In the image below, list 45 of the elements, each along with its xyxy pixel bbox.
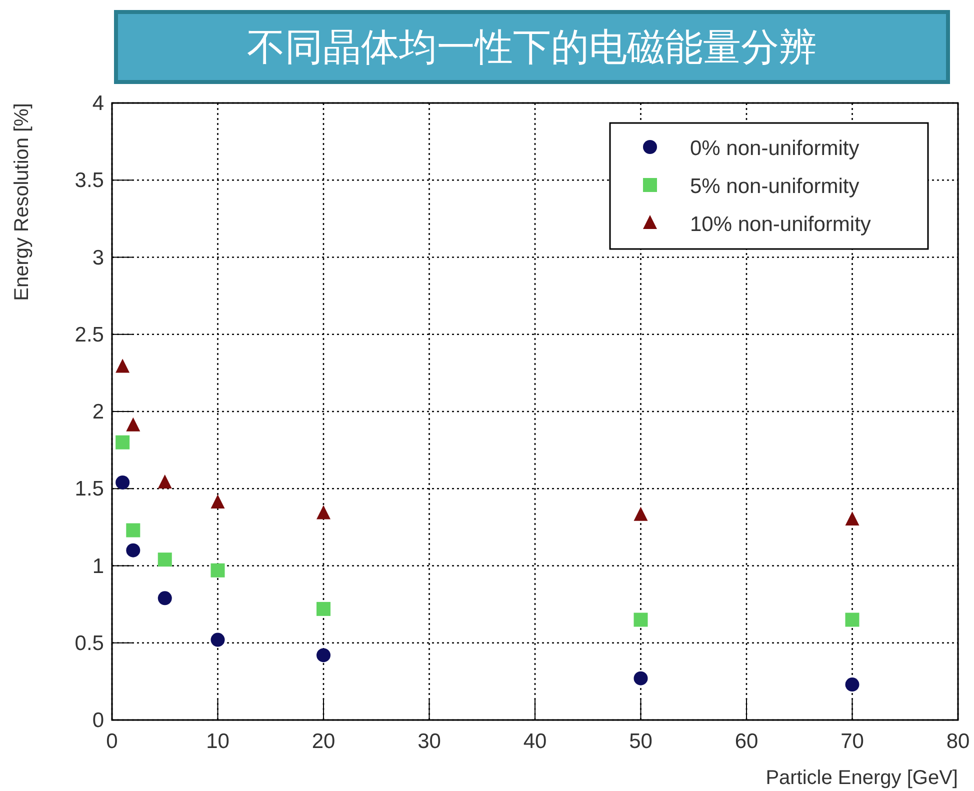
x-axis-title: Particle Energy [GeV] — [766, 767, 958, 789]
x-tick-label: 70 — [840, 730, 864, 753]
point — [126, 417, 140, 432]
point — [116, 475, 130, 490]
point — [116, 358, 130, 373]
y-tick-label: 2.5 — [74, 323, 104, 346]
y-tick-label: 2 — [92, 400, 104, 424]
point — [210, 494, 225, 509]
x-tick-label: 0 — [106, 730, 118, 753]
x-tick-label: 30 — [418, 730, 441, 753]
x-tick-label: 80 — [946, 730, 970, 753]
legend-label: 0% non-uniformity — [690, 137, 860, 160]
y-tick-label: 3 — [92, 246, 104, 270]
point — [126, 543, 140, 558]
point — [845, 511, 860, 526]
point — [316, 648, 330, 662]
point — [126, 523, 140, 538]
legend-label: 10% non-uniformity — [690, 213, 872, 236]
x-tick-label: 20 — [312, 730, 336, 753]
point — [845, 612, 860, 627]
point — [158, 591, 172, 606]
point — [210, 563, 225, 578]
point — [158, 474, 172, 488]
point — [634, 671, 648, 686]
y-tick-label: 1 — [92, 554, 104, 578]
y-tick-label: 3.5 — [74, 169, 104, 192]
point — [845, 678, 860, 692]
x-tick-label: 40 — [523, 730, 547, 753]
x-tick-label: 10 — [206, 730, 230, 753]
y-tick-label: 0 — [92, 709, 104, 732]
point — [316, 505, 330, 520]
point — [634, 612, 648, 627]
point — [316, 602, 330, 616]
point — [634, 506, 648, 521]
point — [158, 552, 172, 567]
y-axis-title: Energy Resolution [%] — [11, 103, 33, 301]
y-tick-label: 4 — [92, 92, 104, 115]
x-tick-label: 60 — [734, 730, 758, 753]
y-tick-label: 1.5 — [74, 478, 104, 501]
chart-title: 不同晶体均一性下的电磁能量分辨 — [247, 27, 817, 69]
point — [116, 435, 130, 450]
y-tick-label: 0.5 — [74, 632, 104, 655]
point — [210, 632, 225, 647]
legend-label: 5% non-uniformity — [690, 175, 860, 198]
x-tick-label: 50 — [629, 730, 652, 753]
